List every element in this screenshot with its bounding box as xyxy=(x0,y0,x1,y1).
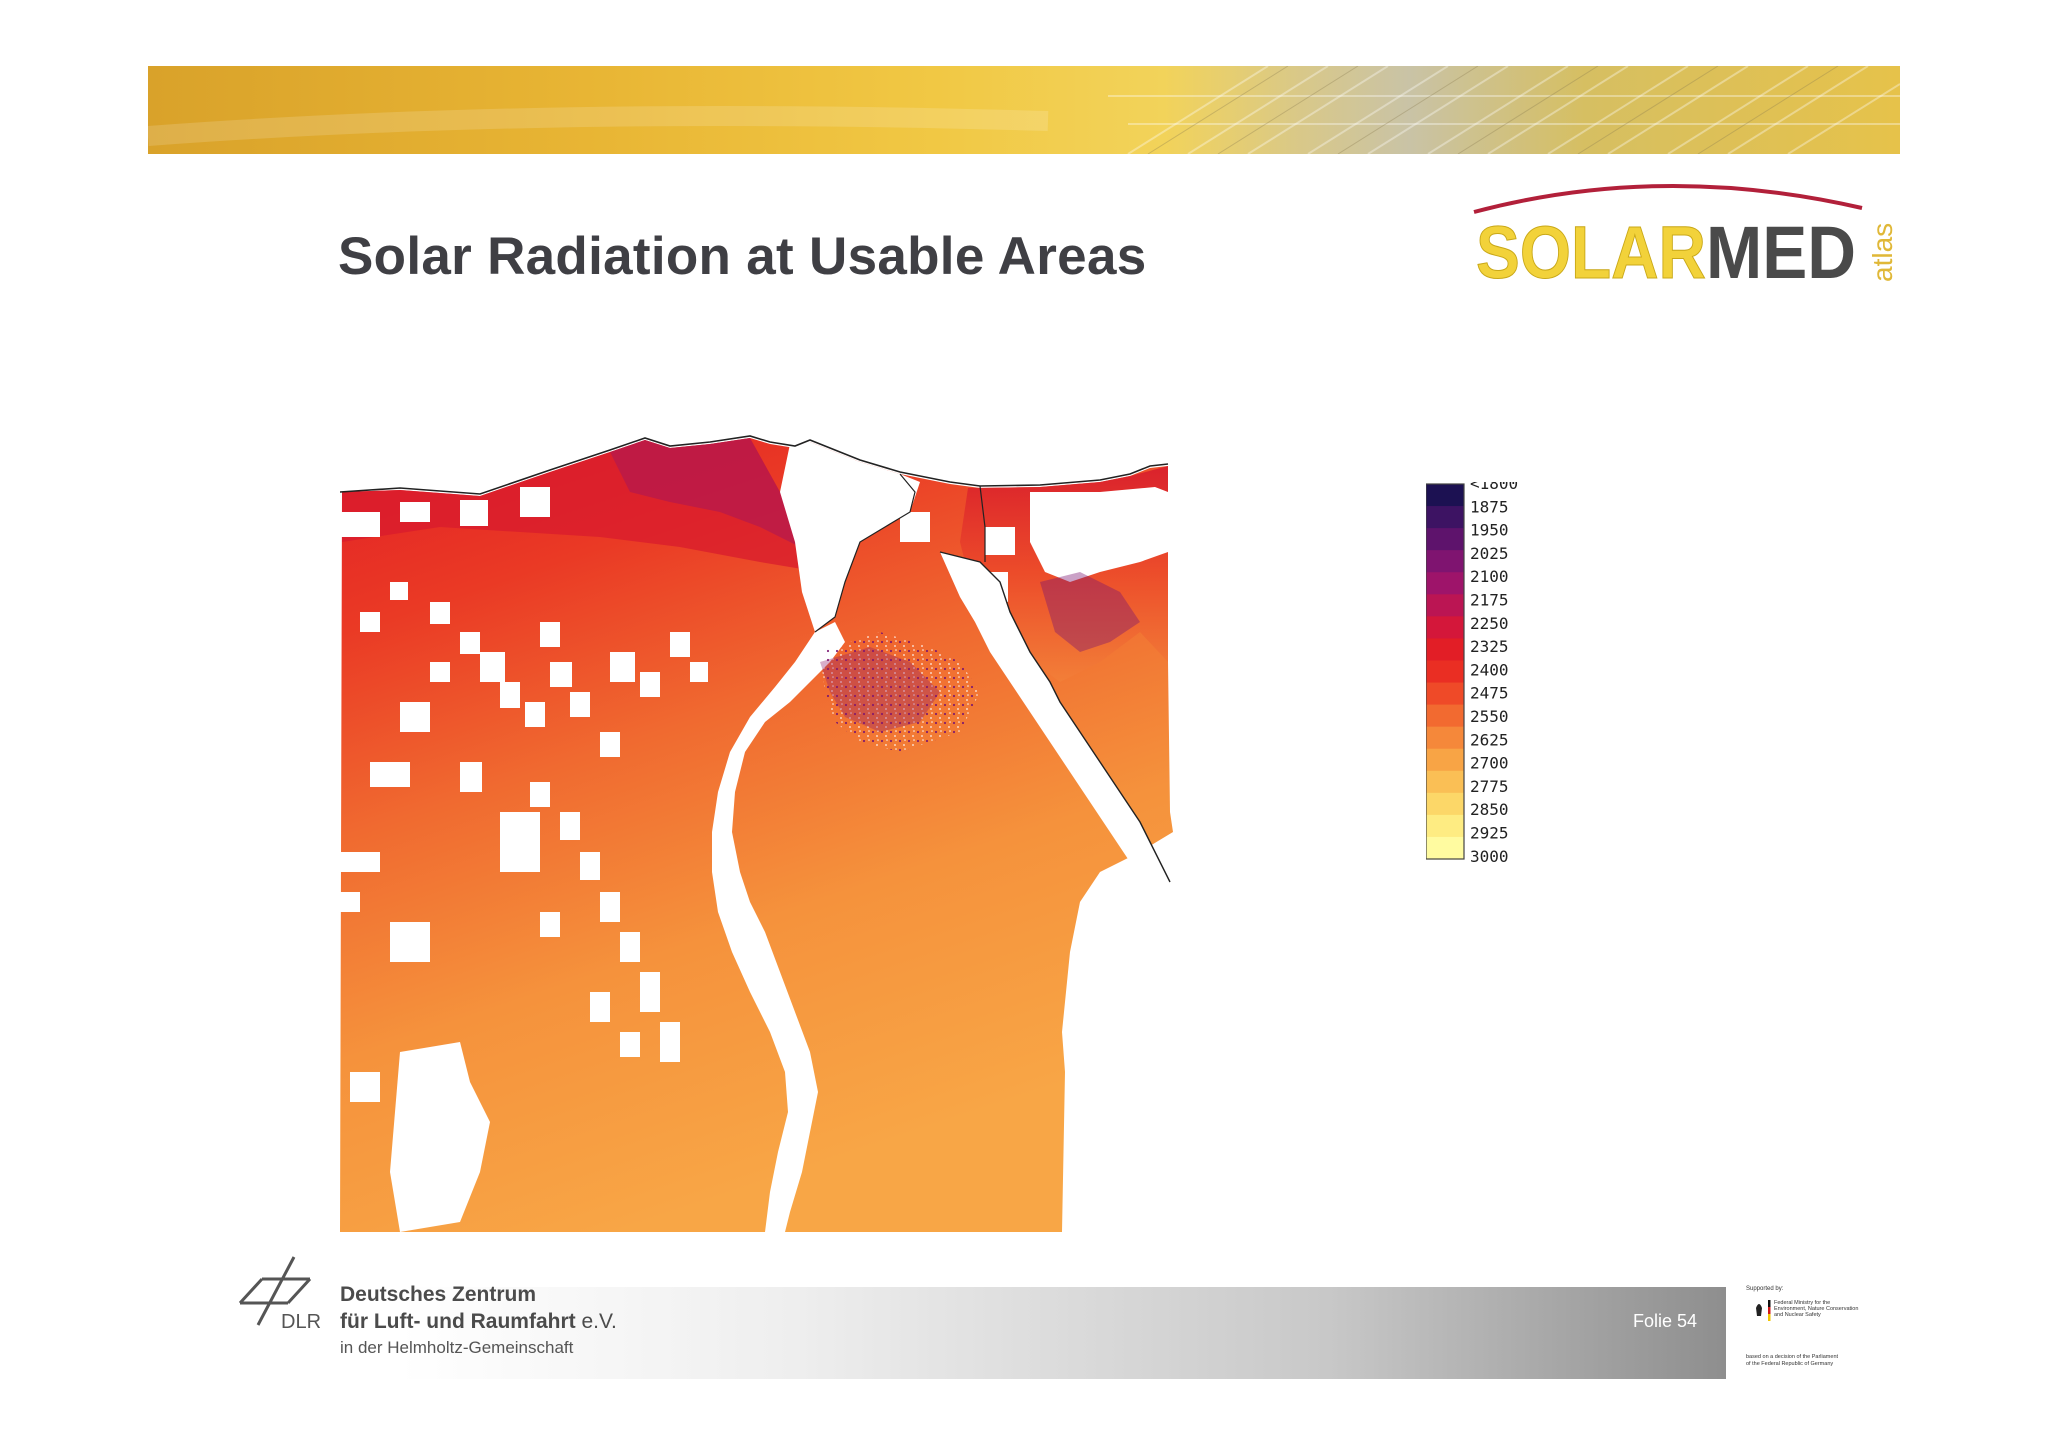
legend-label: 3000 xyxy=(1470,847,1509,866)
svg-text:MED: MED xyxy=(1706,211,1856,292)
legend-swatch xyxy=(1426,506,1464,529)
legend-swatch xyxy=(1426,660,1464,684)
dlr-short-name: DLR xyxy=(281,1311,322,1333)
legend-label: 1950 xyxy=(1470,521,1509,540)
legend-label: 2700 xyxy=(1470,754,1509,773)
legend-label: 2100 xyxy=(1470,567,1509,586)
slide-title: Solar Radiation at Usable Areas xyxy=(338,227,1147,286)
org-name-line2: für Luft- und Raumfahrt e.V. xyxy=(340,1310,617,1334)
flag-gold-stripe xyxy=(1768,1314,1771,1321)
legend-swatch xyxy=(1426,616,1464,640)
svg-text:SOLAR: SOLAR xyxy=(1476,211,1706,292)
federal-eagle-icon xyxy=(1756,1304,1762,1316)
legend-label: 2625 xyxy=(1470,730,1509,749)
legend-swatch xyxy=(1426,638,1464,662)
legend-swatch xyxy=(1426,792,1464,816)
legend-label: 2325 xyxy=(1470,637,1509,656)
coastline xyxy=(340,435,1169,495)
legend-swatch xyxy=(1426,770,1464,794)
legend-label: 2175 xyxy=(1470,591,1509,610)
legend-swatch xyxy=(1426,550,1464,573)
org-affiliation: in der Helmholtz-Gemeinschaft xyxy=(340,1338,574,1357)
legend-swatch xyxy=(1426,814,1464,838)
legend-label: 2025 xyxy=(1470,544,1509,563)
solarmed-atlas-logo: SOLAR MED atlas xyxy=(1473,184,1898,292)
legend-label: <1800 xyxy=(1470,482,1518,493)
legend-label: 2550 xyxy=(1470,707,1509,726)
ministry-line-1: Federal Ministry for the xyxy=(1774,1300,1830,1306)
decision-line-2: of the Federal Republic of Germany xyxy=(1746,1361,1833,1367)
legend-swatch xyxy=(1426,704,1464,728)
dlr-logo-icon xyxy=(238,1256,312,1326)
org-name-line1: Deutsches Zentrum xyxy=(340,1283,537,1306)
svg-text:atlas: atlas xyxy=(1867,223,1898,282)
flag-black-stripe xyxy=(1768,1300,1771,1307)
color-legend: <1800 1875 1950 2025 2100 2175 2250 2325 2400 247… xyxy=(1426,482,1518,866)
ministry-line-2: Environment, Nature Conservation xyxy=(1774,1306,1858,1312)
ministry-line-3: and Nuclear Safety xyxy=(1774,1312,1821,1318)
legend-label: 2850 xyxy=(1470,800,1509,819)
legend-swatch xyxy=(1426,528,1464,551)
legend-swatch xyxy=(1426,572,1464,595)
legend-swatch xyxy=(1426,726,1464,750)
legend-swatch xyxy=(1426,748,1464,772)
legend-swatch xyxy=(1426,484,1464,507)
legend-swatch xyxy=(1426,682,1464,706)
legend-label: 2250 xyxy=(1470,614,1509,633)
legend-label: 2925 xyxy=(1470,824,1509,843)
page-number: Folie 54 xyxy=(1633,1311,1698,1331)
footer-bar xyxy=(400,1287,1726,1379)
solar-radiation-map xyxy=(340,435,1173,1232)
flag-red-stripe xyxy=(1768,1307,1771,1314)
decision-line-1: based on a decision of the Parliament xyxy=(1746,1354,1839,1360)
legend-swatch xyxy=(1426,594,1464,617)
solar-field-photo xyxy=(148,66,1900,154)
legend-labels: <1800 1875 1950 2025 2100 2175 2250 2325 2400 247… xyxy=(1470,482,1518,866)
org-name-line2-main: für Luft- und Raumfahrt xyxy=(340,1310,576,1333)
red-sea-gulf xyxy=(940,552,1170,902)
legend-label: 2400 xyxy=(1470,660,1509,679)
legend-label: 1875 xyxy=(1470,497,1509,516)
legend-swatch xyxy=(1426,836,1464,860)
legend-label: 2475 xyxy=(1470,684,1509,703)
org-name-suffix: e.V. xyxy=(581,1310,617,1333)
legend-swatches xyxy=(1426,484,1464,860)
supported-by-label: Supported by: xyxy=(1746,1286,1784,1292)
unusable-areas xyxy=(340,487,1015,1232)
supported-by-logo: Supported by: Federal Ministry for the E… xyxy=(1746,1286,1858,1367)
header-banner xyxy=(148,66,1900,154)
legend-label: 2775 xyxy=(1470,777,1509,796)
